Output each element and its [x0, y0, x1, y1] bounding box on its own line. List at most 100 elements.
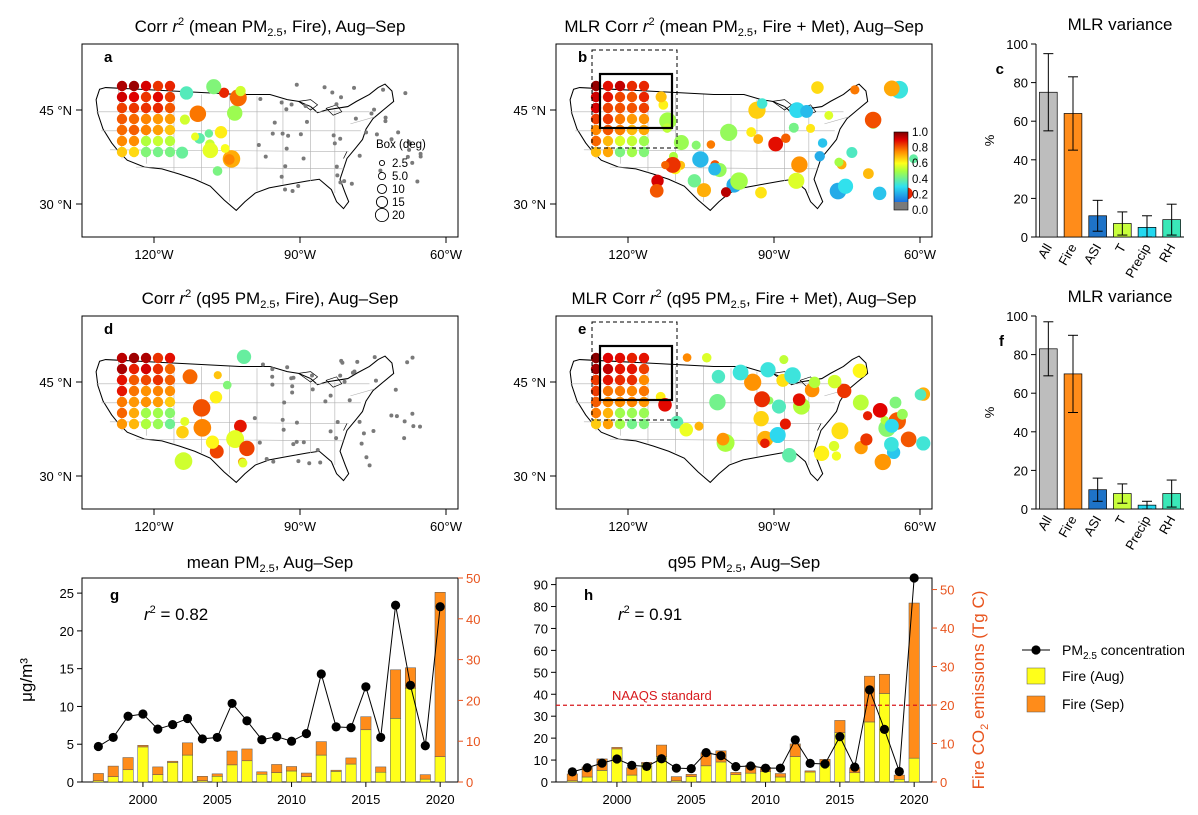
pm-point [656, 754, 667, 764]
site-bubble [590, 113, 602, 125]
site-bubble [602, 352, 614, 364]
site-bubble [638, 374, 650, 386]
site-bubble [235, 85, 246, 97]
site-bubble-zero [364, 455, 369, 460]
site-bubble [837, 178, 854, 194]
fire-sep-bar [804, 770, 816, 773]
site-bubble [602, 80, 614, 92]
map-title-b-r: r [643, 17, 650, 36]
timeseries-panel-h: 0 10 20 30 40 50 60 70 80 90 0 10 20 30 40 50 2000 2005 20… [534, 573, 954, 807]
site-bubble-zero [322, 85, 327, 90]
site-bubble [753, 410, 769, 427]
site-bubble [679, 422, 694, 437]
site-bubble [294, 420, 299, 425]
fire-sep-bar [271, 764, 283, 773]
site-bubble-zero [367, 463, 372, 468]
pm-point [850, 762, 860, 772]
site-bubble [779, 418, 791, 430]
site-bubble [239, 440, 255, 457]
site-bubble-zero [296, 459, 301, 464]
site-bubble [140, 363, 152, 375]
fire-aug-bar [611, 748, 623, 783]
site-bubble [602, 102, 614, 114]
site-bubble [658, 99, 669, 110]
fire-aug-bar [760, 771, 772, 783]
site-bubble [626, 418, 638, 430]
map-xtick-label-a: 90°W [284, 247, 317, 262]
fire-sep-bar [908, 602, 920, 759]
r2-text-g-r: r [144, 605, 151, 624]
site-bubble [222, 380, 232, 390]
map-title-d-sup: 2 [185, 288, 191, 300]
size-legend-label: 2.5 [392, 158, 408, 170]
site-bubble-zero [364, 130, 369, 135]
site-bubble [116, 363, 128, 375]
site-bubble [614, 418, 626, 430]
site-bubble-zero [418, 154, 423, 159]
site-bubble [862, 411, 873, 421]
site-bubble-zero [335, 419, 340, 424]
site-bubble [164, 363, 176, 375]
site-bubble [850, 85, 860, 95]
map-xtick-label-b: 90°W [758, 247, 791, 262]
site-bubble [746, 127, 757, 138]
site-bubble [263, 154, 268, 159]
variance-category-label: Fire [1055, 241, 1079, 268]
ts-title-g-sub: 2.5 [259, 563, 274, 575]
pm-point [642, 761, 652, 772]
site-bubble [709, 394, 726, 411]
site-bubble-zero [357, 153, 362, 158]
site-bubble [788, 122, 799, 133]
site-bubble-zero [334, 102, 339, 107]
site-bubble [914, 388, 927, 401]
site-bubble [212, 166, 223, 176]
site-bubble-zero [303, 104, 308, 109]
legend-pm-marker [1031, 645, 1041, 655]
pm-point [760, 763, 771, 773]
site-bubble-zero [355, 359, 360, 364]
site-bubble [827, 374, 842, 389]
site-bubble [806, 123, 816, 133]
size-legend-circle [375, 195, 389, 209]
panel-label-c: c [996, 61, 1004, 78]
site-bubble [206, 79, 222, 95]
fire-sep-bar [834, 720, 846, 733]
site-bubble [164, 396, 176, 408]
site-bubble [626, 113, 638, 125]
pm-point [775, 763, 786, 773]
fire-aug-bar [908, 757, 920, 783]
site-bubble [152, 385, 164, 397]
ts-title-h: q95 PM2.5, Aug–Sep [668, 553, 820, 575]
site-bubble-zero [381, 87, 386, 92]
site-bubble [128, 135, 140, 147]
site-bubble [192, 399, 211, 417]
pm-point [346, 723, 356, 733]
site-bubble [128, 102, 140, 114]
site-bubble-zero [338, 180, 343, 185]
variance-ytick-label: 40 [1014, 153, 1028, 168]
site-bubble-zero [389, 137, 394, 142]
site-bubble [164, 113, 176, 125]
site-bubble [590, 396, 602, 408]
variance-ytick-label: 60 [1014, 114, 1028, 129]
fire-aug-bar [864, 721, 876, 783]
site-bubble [782, 448, 797, 463]
site-bubble [128, 146, 140, 158]
site-bubble [673, 135, 689, 151]
site-bubble [164, 352, 176, 364]
ts-title-h-post: , Aug–Sep [742, 553, 820, 572]
site-bubble [152, 124, 164, 136]
site-bubble [626, 91, 638, 103]
site-bubble-zero [301, 156, 306, 161]
site-bubble-zero [318, 460, 323, 465]
map-title-a: Corr r2 (mean PM2.5, Fire), Aug–Sep [135, 16, 406, 39]
pm-point [597, 758, 607, 768]
site-bubble [638, 124, 650, 136]
ts-ytick-label: 10 [534, 753, 548, 768]
fire-sep-bar [345, 757, 357, 765]
legend-pm-label: PM2.5 concentration [1062, 642, 1185, 662]
site-bubble [824, 110, 834, 120]
site-bubble [140, 385, 152, 397]
site-bubble-zero [334, 164, 339, 169]
